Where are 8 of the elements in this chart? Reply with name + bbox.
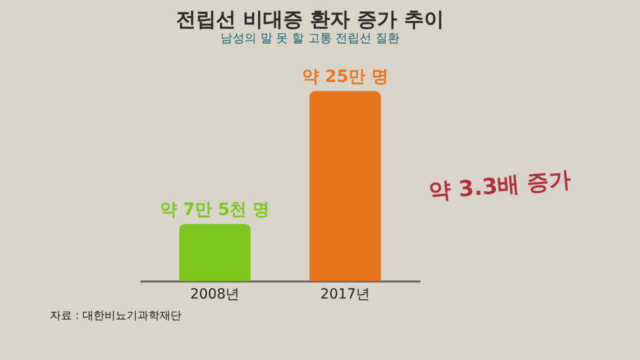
data-label: 약 25만 명 (302, 67, 388, 87)
chart-title: 전립선 비대증 환자 증가 추이 (176, 7, 444, 31)
x-tick-label: 2017년 (320, 286, 370, 302)
x-tick-label: 2008년 (190, 286, 240, 302)
data-label: 약 7만 5천 명 (160, 200, 270, 220)
text: 자료 : 대한비뇨기과학재단 (50, 309, 182, 322)
chart-subtitle: 남성의 말 못 할 고통 전립선 질환 (220, 31, 400, 45)
text: 약 3.3배 증가 (428, 168, 572, 206)
